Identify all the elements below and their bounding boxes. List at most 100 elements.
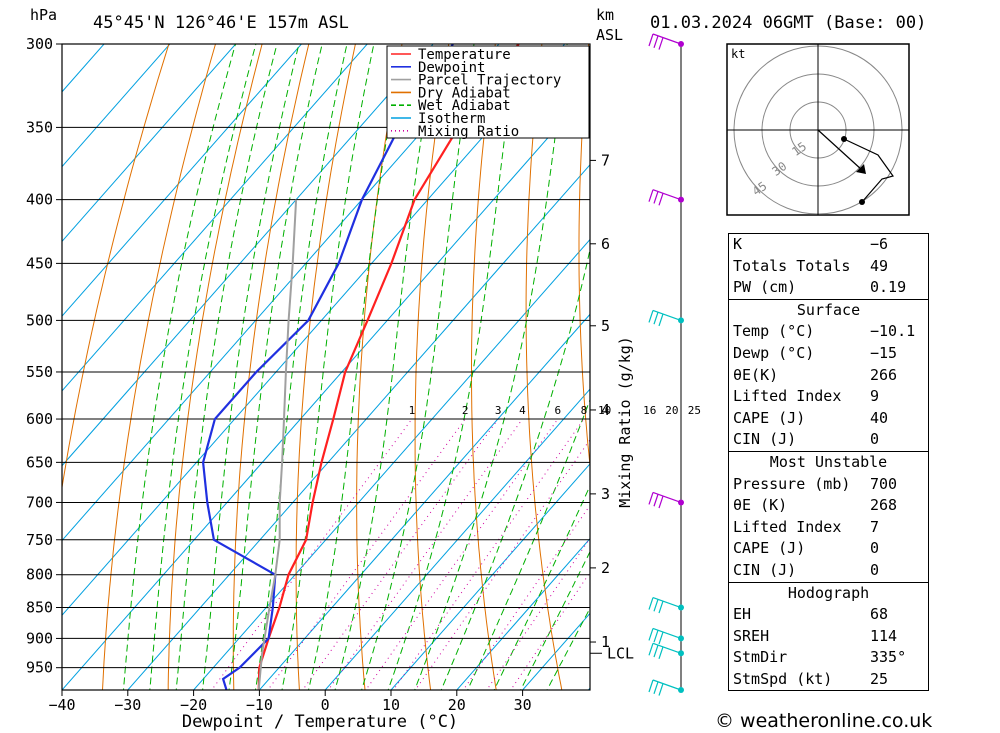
legend-label-isotherm: Isotherm — [418, 111, 485, 127]
wind-barb-flag — [653, 681, 659, 694]
pressure-tick-label: 600 — [26, 410, 53, 428]
index-label: Dewp (°C) — [733, 343, 815, 362]
x-tick-label: −10 — [246, 696, 273, 714]
index-value: −10.1 — [870, 322, 916, 341]
x-tick-label: 10 — [382, 696, 400, 714]
index-label: EH — [733, 605, 752, 624]
index-row: θE(K) 266 — [729, 365, 928, 387]
mixing-ratio-line — [327, 418, 523, 690]
dewpoint-series-line — [201, 44, 454, 690]
wet-adiabat-line — [281, 44, 375, 690]
pressure-tick-label: 450 — [26, 254, 53, 272]
parcel-series-line — [257, 199, 298, 690]
hodograph-end-dot — [859, 199, 865, 205]
wind-barb-staff — [652, 679, 682, 691]
wind-barb-staff — [652, 189, 682, 201]
index-row: SREH 114 — [729, 626, 928, 648]
wet-adiabat-line — [228, 44, 323, 690]
pressure-tick-label: 550 — [26, 363, 53, 381]
index-row: Lifted Index 9 — [729, 386, 928, 408]
indices-panel: K −6 Totals Totals 49 PW (cm) 0.19 Surface Te… — [728, 233, 929, 692]
index-label: Lifted Index — [733, 517, 842, 536]
wind-barb-flag — [658, 37, 664, 50]
dry-adiabat-line — [578, 44, 590, 470]
wind-barb-flag — [648, 628, 654, 641]
mixing-ratio-line — [267, 418, 466, 690]
wind-barb-flag — [648, 33, 654, 47]
index-row: CIN (J) 0 — [729, 560, 928, 582]
mixing-ratio-label: 3 — [495, 404, 502, 417]
lcl-label: LCL — [607, 644, 634, 662]
index-row: CAPE (J) 0 — [729, 538, 928, 560]
index-value: 335° — [870, 648, 907, 667]
wind-barb-staff — [652, 642, 682, 654]
wind-barb-staff — [652, 596, 682, 609]
wind-barb-flag — [648, 679, 654, 693]
index-label: SREH — [733, 626, 770, 645]
wind-barb-flag — [653, 630, 659, 643]
pressure-tick-label: 750 — [26, 531, 53, 549]
plot-frame — [61, 43, 591, 691]
x-axis-label: Dewpoint / Temperature (°C) — [182, 712, 458, 732]
surface-title: Surface — [796, 300, 861, 319]
x-tick-label: −40 — [48, 696, 75, 714]
index-row: Temp (°C) −10.1 — [729, 321, 928, 343]
index-value: 7 — [870, 517, 880, 536]
legend-label-parcel: Parcel Trajectory — [418, 73, 561, 89]
index-value: 0 — [870, 539, 880, 558]
pressure-tick-label: 700 — [26, 493, 53, 511]
datetime-title: 01.03.2024 06GMT (Base: 00) — [650, 13, 926, 33]
mixing-ratio-line — [462, 504, 590, 690]
index-value: 0.19 — [870, 278, 907, 297]
wet-adiabat-line — [414, 44, 568, 690]
wind-barb-flag — [658, 313, 664, 327]
mixing-ratio-label: 4 — [519, 404, 526, 417]
wind-barb — [648, 33, 682, 50]
km-tick-label: 3 — [601, 485, 610, 503]
hodograph-params-title: Hodograph — [787, 583, 870, 602]
index-value: 49 — [870, 256, 889, 275]
x-tick-label: −30 — [114, 696, 141, 714]
index-label: StmDir — [733, 648, 788, 667]
hodograph-params-section: Hodograph EH 68 SREH 114 StmDir 335° StmSpd (k… — [729, 581, 928, 691]
index-label: K — [733, 235, 743, 253]
mixing-ratio-line — [302, 418, 499, 690]
wind-barb-flag — [653, 599, 659, 612]
km-tick-label: 1 — [601, 633, 610, 651]
wet-adiabat-line — [202, 44, 300, 690]
index-row: Totals Totals 49 — [729, 256, 928, 278]
storm-motion-arrowhead — [856, 164, 866, 174]
isotherm-line — [62, 44, 237, 243]
isotherm-line — [62, 44, 434, 467]
index-value: 268 — [870, 496, 898, 515]
index-value: 266 — [870, 365, 898, 384]
mixing-ratio-label: 20 — [665, 404, 678, 417]
wind-barb — [648, 309, 682, 327]
index-value: 0 — [870, 430, 880, 449]
mixing-ratio-line — [510, 571, 590, 690]
wind-barb-flag — [648, 189, 654, 202]
wind-barb — [648, 491, 682, 509]
mixing-ratio-label: 25 — [688, 404, 701, 417]
x-tick-label: 20 — [448, 696, 466, 714]
km-label: km — [596, 6, 614, 24]
wet-adiabat-line — [254, 44, 348, 690]
mixing-ratio-axis-label: Mixing Ratio (g/kg) — [616, 336, 634, 508]
wind-barb-flag — [648, 643, 654, 656]
legend-label-mixing_ratio: Mixing Ratio — [418, 124, 519, 140]
index-label: Pressure (mb) — [733, 474, 851, 493]
wind-barb — [648, 189, 682, 206]
index-row: Dewp (°C) −15 — [729, 343, 928, 365]
wind-barb-flag — [648, 597, 654, 610]
dry-adiabat-line — [630, 26, 694, 696]
hodograph-unit: kt — [731, 47, 745, 61]
wind-barb — [648, 679, 682, 696]
dry-adiabat-line — [232, 44, 310, 690]
km-tick-label: 7 — [601, 151, 610, 169]
index-label: PW (cm) — [733, 278, 797, 297]
storm-motion-arrow — [817, 129, 863, 171]
index-value: 114 — [870, 626, 898, 645]
dry-adiabat-line — [414, 44, 450, 690]
